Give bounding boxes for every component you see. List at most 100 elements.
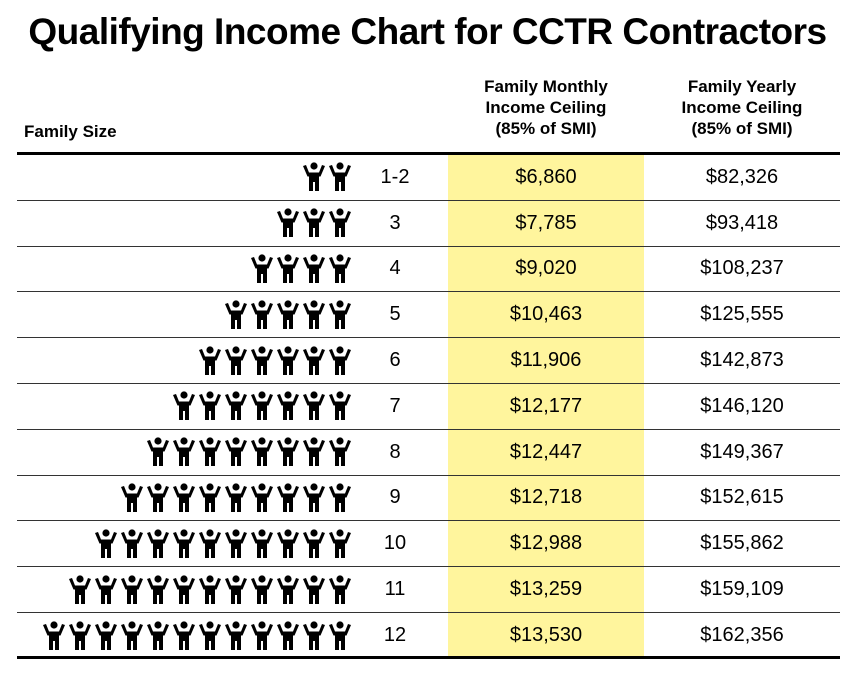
family-size-cell: 1-2 xyxy=(380,165,410,188)
person-icon xyxy=(172,391,196,421)
family-icons xyxy=(250,247,352,292)
person-icon xyxy=(276,483,300,513)
person-icon xyxy=(224,345,248,376)
monthly-income-cell: $12,988 xyxy=(509,532,583,555)
person-icon xyxy=(328,483,352,513)
page-title: Qualifying Income Chart for CCTR Contrac… xyxy=(28,11,827,52)
person-icon xyxy=(198,621,222,651)
person-icon xyxy=(302,300,326,330)
yearly-income-cell: $146,120 xyxy=(700,394,784,417)
person-icon xyxy=(328,574,352,605)
person-icon xyxy=(224,300,248,330)
monthly-income-cell: $11,906 xyxy=(510,349,582,372)
person-icon xyxy=(328,208,352,238)
person-icon xyxy=(172,529,196,559)
person-icon xyxy=(172,437,196,467)
monthly-income-cell: $10,463 xyxy=(509,303,583,326)
header-monthly-line-3: (85% of SMI) xyxy=(495,119,597,138)
person-icon xyxy=(328,254,352,284)
person-icon xyxy=(224,483,248,513)
person-icon xyxy=(328,437,352,467)
person-icon xyxy=(94,621,118,651)
person-icon xyxy=(250,483,274,513)
header-yearly-line-3: (85% of SMI) xyxy=(691,119,793,138)
person-icon xyxy=(302,162,326,192)
person-icon xyxy=(172,621,196,651)
table-row: 9 $12,718 $152,615 xyxy=(17,476,840,522)
person-icon xyxy=(146,437,170,467)
family-size-cell: 3 xyxy=(389,211,401,234)
person-icon xyxy=(276,391,300,421)
table-bottom-rule xyxy=(17,656,840,659)
person-icon xyxy=(224,621,248,651)
person-icon xyxy=(302,483,326,513)
family-icons xyxy=(224,292,352,337)
person-icon xyxy=(224,529,248,559)
header-monthly-line-2: Income Ceiling xyxy=(485,98,607,117)
table-row: 1-2 $6,860 $82,326 xyxy=(17,155,840,201)
person-icon xyxy=(328,391,352,421)
person-icon xyxy=(198,345,222,376)
family-icons xyxy=(68,567,352,612)
header-yearly-line-2: Income Ceiling xyxy=(681,98,803,117)
person-icon xyxy=(94,574,118,605)
family-icons xyxy=(94,521,352,566)
family-icons xyxy=(276,201,352,246)
family-icons xyxy=(42,613,352,659)
table-row: 7 $12,177 $146,120 xyxy=(17,384,840,430)
person-icon xyxy=(120,621,144,651)
monthly-income-cell: $12,177 xyxy=(509,394,583,417)
person-icon xyxy=(276,300,300,330)
family-icons xyxy=(302,155,352,200)
person-icon xyxy=(198,574,222,605)
family-size-cell: 4 xyxy=(389,257,401,280)
family-size-cell: 10 xyxy=(383,532,407,555)
person-icon xyxy=(302,529,326,559)
yearly-income-cell: $149,367 xyxy=(700,440,784,463)
person-icon xyxy=(276,529,300,559)
yearly-income-cell: $93,418 xyxy=(705,211,779,234)
person-icon xyxy=(224,437,248,467)
person-icon xyxy=(198,437,222,467)
person-icon xyxy=(328,621,352,651)
monthly-income-cell: $13,530 xyxy=(509,624,583,647)
table-row: 6 $11,906 $142,873 xyxy=(17,338,840,384)
family-size-cell: 11 xyxy=(384,578,406,601)
monthly-income-cell: $7,785 xyxy=(515,211,577,234)
person-icon xyxy=(328,162,352,192)
table-row: 3 $7,785 $93,418 xyxy=(17,201,840,247)
person-icon xyxy=(42,621,66,651)
person-icon xyxy=(146,574,170,605)
person-icon xyxy=(302,254,326,284)
person-icon xyxy=(198,529,222,559)
yearly-income-cell: $108,237 xyxy=(700,257,784,280)
family-size-cell: 8 xyxy=(389,440,401,463)
person-icon xyxy=(302,345,326,376)
header-family-size: Family Size xyxy=(24,122,117,141)
family-icons xyxy=(146,430,352,475)
person-icon xyxy=(146,621,170,651)
table-row: 11 $13,259 $159,109 xyxy=(17,567,840,613)
person-icon xyxy=(302,208,326,238)
monthly-column-highlight xyxy=(448,154,644,658)
family-icons xyxy=(198,338,352,383)
person-icon xyxy=(328,300,352,330)
table-row: 4 $9,020 $108,237 xyxy=(17,247,840,293)
monthly-income-cell: $12,718 xyxy=(509,486,583,509)
monthly-income-cell: $12,447 xyxy=(509,440,583,463)
person-icon xyxy=(198,483,222,513)
person-icon xyxy=(94,529,118,559)
person-icon xyxy=(250,391,274,421)
yearly-income-cell: $159,109 xyxy=(700,578,784,601)
family-size-cell: 9 xyxy=(389,486,401,509)
person-icon xyxy=(120,529,144,559)
person-icon xyxy=(250,529,274,559)
person-icon xyxy=(250,437,274,467)
person-icon xyxy=(276,437,300,467)
person-icon xyxy=(250,300,274,330)
person-icon xyxy=(276,345,300,376)
person-icon xyxy=(276,254,300,284)
person-icon xyxy=(120,574,144,605)
table-row: 5 $10,463 $125,555 xyxy=(17,292,840,339)
person-icon xyxy=(172,483,196,513)
